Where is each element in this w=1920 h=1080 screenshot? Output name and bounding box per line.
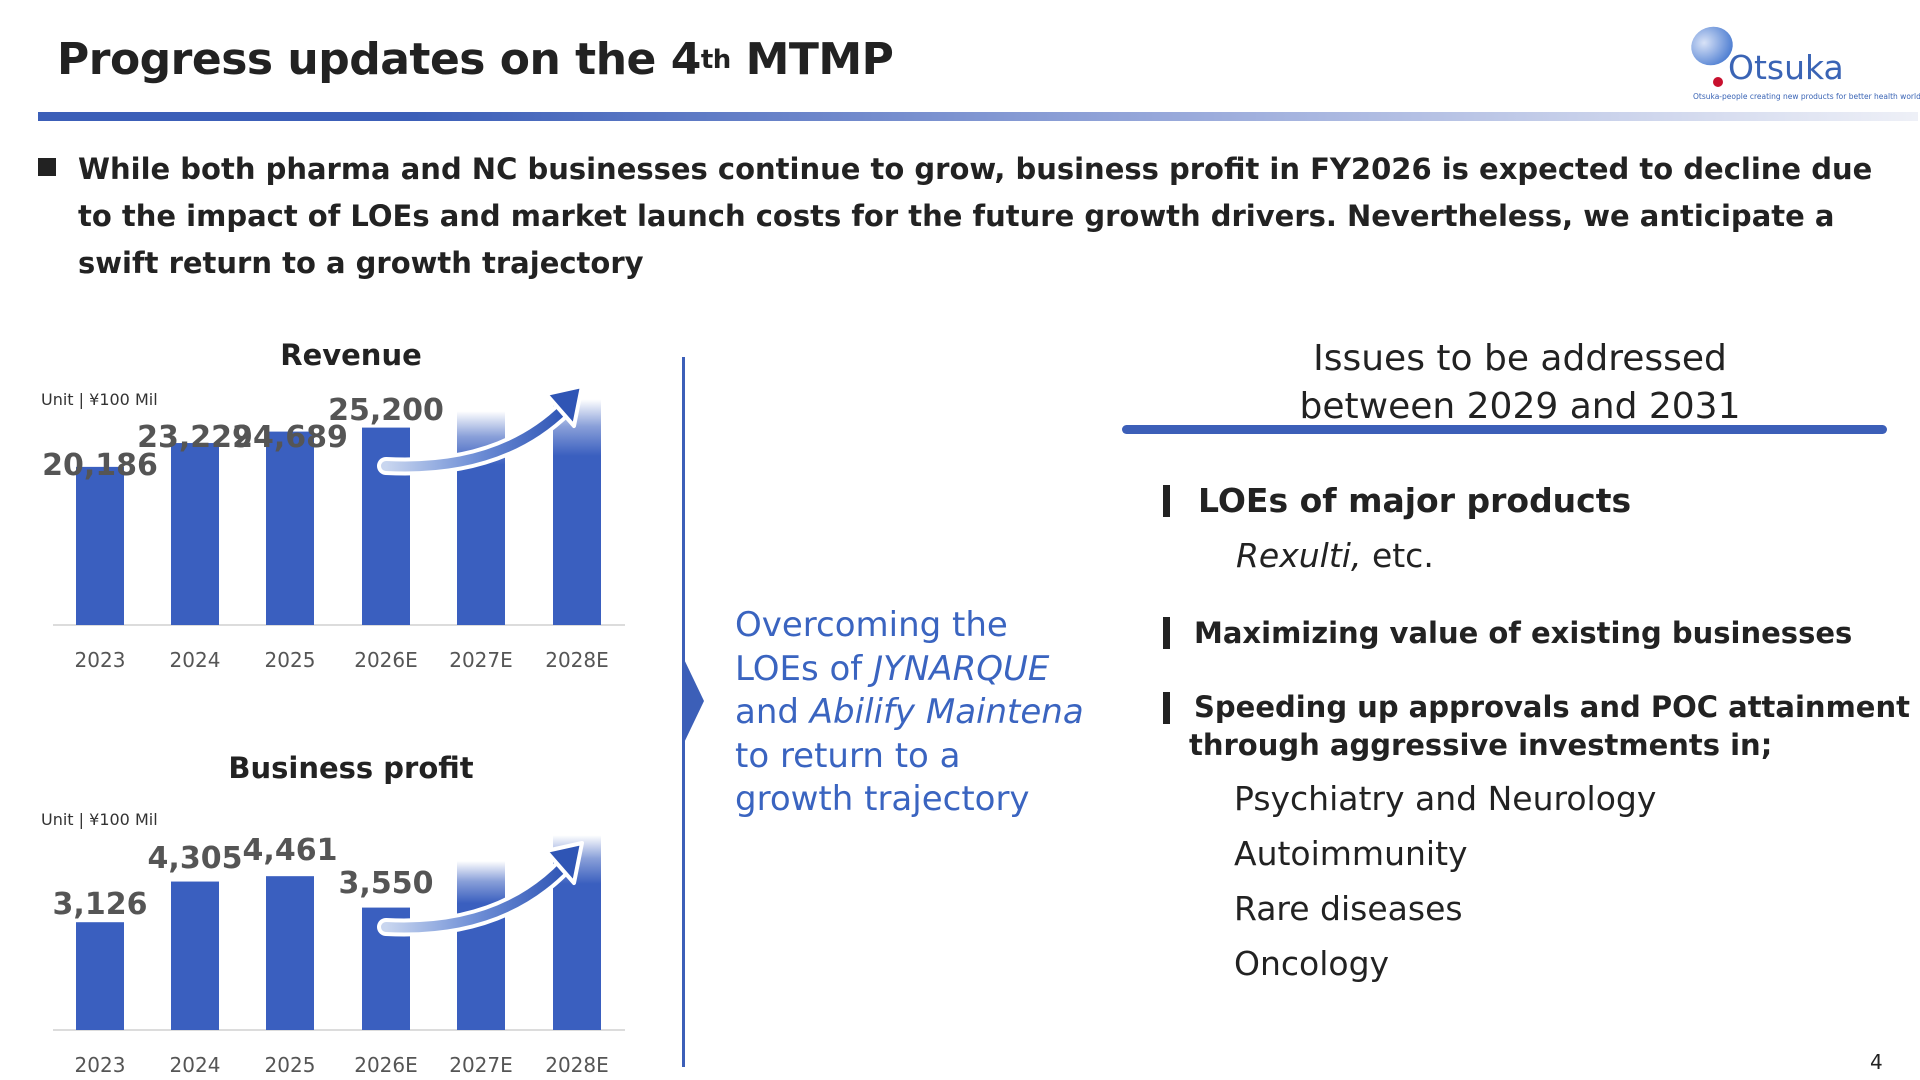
data-label: 3,126 (53, 887, 148, 922)
therapeutic-area-item: Autoimmunity (1234, 834, 1468, 873)
bar-2025 (266, 876, 314, 1030)
issues-heading: Issues to be addressed between 2029 and … (1299, 338, 1741, 427)
page-title: Progress updates on the 4th MTMP (57, 34, 894, 85)
x-tick-label: 2024 (170, 648, 221, 672)
title-superscript: th (700, 45, 731, 75)
charts-area: Revenue Unit | ¥100 Mil 2023 20,186 2024 23… (41, 338, 625, 1077)
x-tick-label: 2026E (354, 648, 418, 672)
bar-2023 (76, 466, 124, 625)
logo-mark-icon (1691, 26, 1733, 87)
data-label: 24,689 (232, 420, 348, 455)
issue-item-maximizing: Maximizing value of existing businesses (1194, 616, 1853, 650)
chart-unit: Unit | ¥100 Mil (41, 390, 158, 409)
data-label: 4,305 (148, 841, 243, 876)
divider-chevron-icon (682, 655, 704, 747)
growth-arrow-icon (377, 841, 584, 937)
issue-bullet-icon (1163, 617, 1170, 649)
therapeutic-area-item: Oncology (1234, 944, 1390, 983)
issue-bullet-icon (1163, 692, 1170, 724)
growth-arrow-icon (377, 384, 584, 476)
x-tick-label: 2027E (449, 1053, 513, 1077)
bar-2028E (553, 399, 601, 625)
bullet-square-icon (38, 158, 56, 176)
x-tick-label: 2025 (265, 1053, 316, 1077)
chart-title: Business profit (228, 751, 473, 785)
bar-2023 (76, 922, 124, 1030)
issue-item-speeding-line2: through aggressive investments in; (1189, 728, 1773, 762)
therapeutic-area-item: Psychiatry and Neurology (1234, 779, 1657, 818)
x-tick-label: 2025 (265, 648, 316, 672)
x-tick-label: 2023 (75, 1053, 126, 1077)
bar-2024 (171, 443, 219, 625)
revenue-chart: Revenue Unit | ¥100 Mil 2023 20,186 2024 23… (41, 338, 625, 672)
bar-2025 (266, 431, 314, 625)
x-tick-label: 2026E (354, 1053, 418, 1077)
issues-underline (1122, 425, 1887, 434)
issue-item-loes-detail: Rexulti, etc. (1236, 536, 1434, 575)
x-tick-label: 2028E (545, 648, 609, 672)
title-underline (38, 112, 1918, 121)
chart-unit: Unit | ¥100 Mil (41, 810, 158, 829)
x-tick-label: 2023 (75, 648, 126, 672)
otsuka-logo: Otsuka Otsuka-people creating new produc… (1660, 12, 1920, 107)
issue-item-loes: LOEs of major products (1198, 481, 1632, 520)
data-label: 20,186 (42, 448, 158, 483)
x-tick-label: 2024 (170, 1053, 221, 1077)
therapeutic-area-item: Rare diseases (1234, 889, 1463, 928)
data-label: 3,550 (339, 866, 434, 901)
overcoming-message: Overcoming the LOEs of JYNARQUE and Abil… (735, 605, 1084, 819)
logo-wordmark: Otsuka (1728, 48, 1844, 87)
x-tick-label: 2028E (545, 1053, 609, 1077)
intro-text: While both pharma and NC businesses cont… (78, 152, 1873, 280)
bar-2027E (457, 861, 505, 1030)
issue-item-speeding-line1: Speeding up approvals and POC attainment (1194, 690, 1910, 724)
logo-tagline: Otsuka-people creating new products for … (1693, 92, 1920, 101)
data-label: 4,461 (243, 833, 338, 868)
data-label: 25,200 (328, 393, 444, 428)
bar-2024 (171, 881, 219, 1030)
x-tick-label: 2027E (449, 648, 513, 672)
page-number: 4 (1870, 1050, 1883, 1074)
data-label: 23,229 (137, 420, 253, 455)
business-profit-chart: Business profit Unit | ¥100 Mil 2023 3,12… (41, 751, 625, 1077)
chart-title: Revenue (280, 338, 422, 372)
issue-bullet-icon (1163, 485, 1170, 517)
